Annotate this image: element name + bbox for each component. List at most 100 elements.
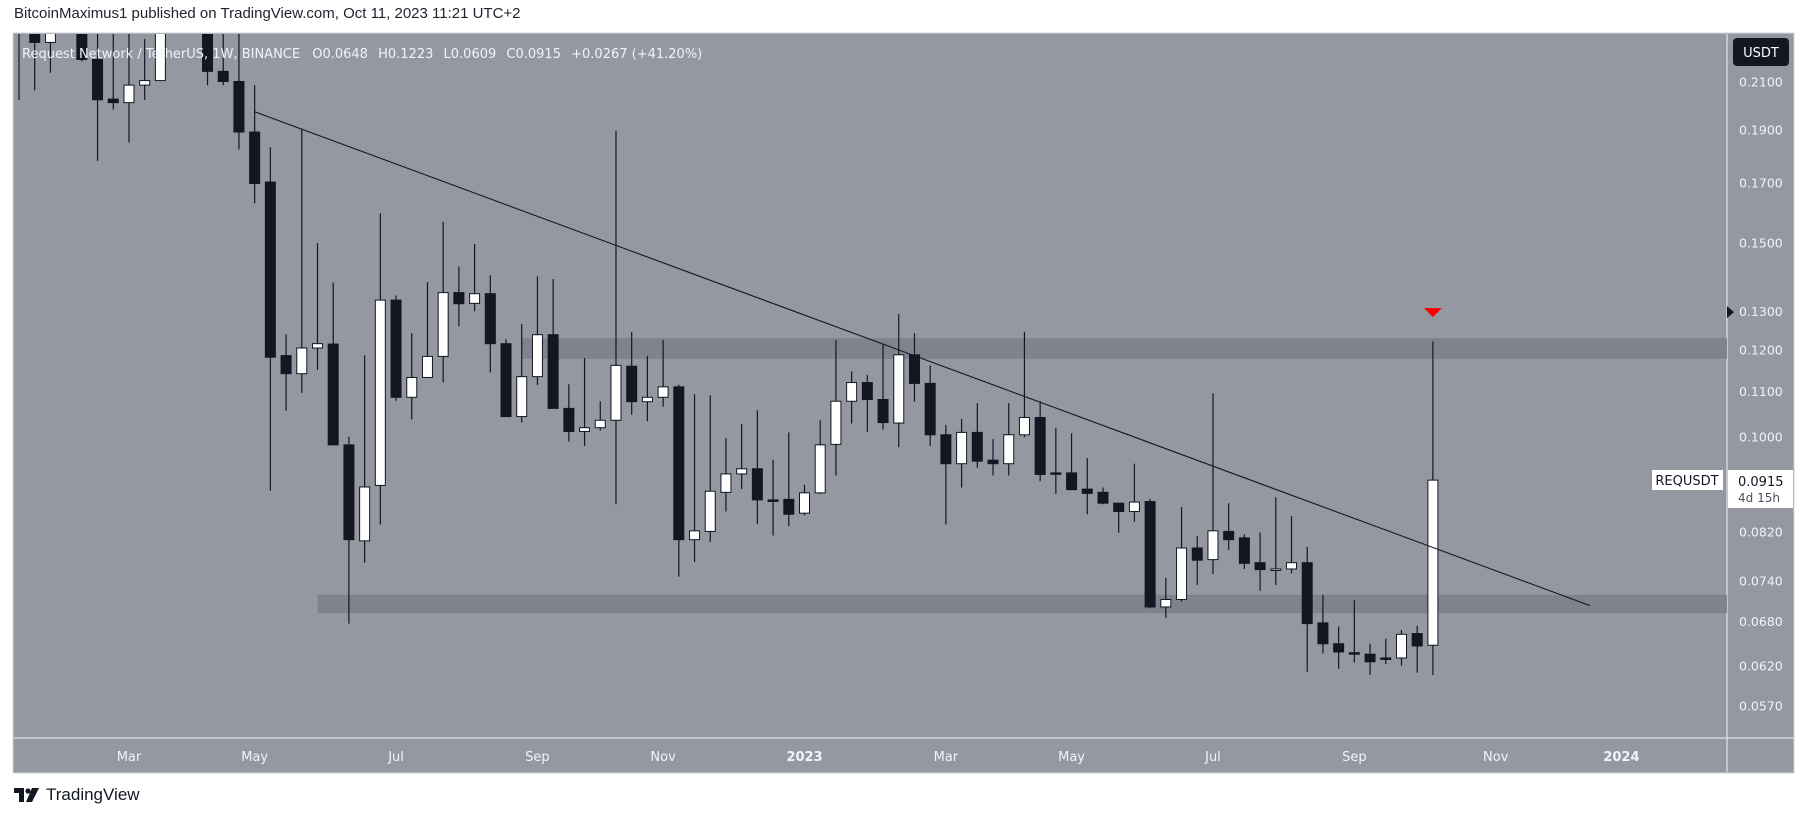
candle — [1411, 625, 1423, 673]
price-tick-label: 0.0570 — [1739, 699, 1783, 714]
candle-body-bullish — [1128, 501, 1140, 512]
candle-body-bullish — [516, 376, 528, 418]
candle — [563, 384, 575, 442]
candle-body-bearish — [1050, 472, 1062, 475]
candle — [1113, 502, 1125, 533]
candle-body-bearish — [987, 459, 999, 465]
candle-body-bearish — [1333, 643, 1345, 653]
candle — [861, 374, 873, 432]
time-tick-label: 2023 — [786, 750, 822, 765]
candle — [233, 34, 245, 150]
footer-brand-label: TradingView — [46, 785, 140, 804]
candle-body-bullish — [1176, 547, 1188, 601]
candle — [18, 34, 20, 101]
plot-area[interactable] — [14, 0, 1727, 675]
candle-body-bearish — [390, 299, 402, 398]
price-axis[interactable]: 0.2100 0.1900 0.1700 0.1500 0.1300 0.1200 0.11… — [1739, 75, 1783, 714]
candle-body-bearish — [1191, 547, 1203, 561]
price-tick-label: 0.1500 — [1739, 236, 1783, 251]
legend-open-label: O — [312, 47, 322, 62]
candle-body-bullish — [736, 468, 748, 475]
candle-body-bullish — [720, 473, 732, 493]
candle — [500, 339, 512, 418]
candle — [1380, 638, 1392, 665]
candle — [547, 279, 559, 409]
candle-body-bearish — [1411, 633, 1423, 647]
candle — [830, 340, 842, 476]
legend-symbol: Request Network / TetherUS, 1W, BINANCE — [22, 47, 300, 62]
candle — [846, 371, 858, 424]
candle-body-bullish — [139, 80, 151, 86]
candles — [18, 34, 1439, 675]
candle-body-bearish — [767, 499, 779, 502]
legend-low-label: L — [444, 47, 452, 62]
candle — [1050, 428, 1062, 494]
candle — [92, 34, 104, 161]
price-tick-label: 0.1200 — [1739, 342, 1783, 357]
candle-body-bearish — [249, 131, 261, 184]
legend-change: +0.0267 (+41.20%) — [571, 47, 702, 62]
candle — [673, 384, 685, 577]
price-tick-label: 0.2100 — [1739, 75, 1783, 90]
candle — [877, 344, 889, 430]
candle-body-bearish — [861, 382, 873, 400]
tradingview-logo-icon — [14, 788, 39, 802]
candle — [956, 418, 968, 488]
candle — [689, 394, 701, 563]
candle-body-bearish — [1301, 562, 1313, 625]
candle-body-bullish — [1270, 568, 1282, 571]
candle-body-bullish — [1207, 530, 1219, 561]
candle — [751, 410, 763, 524]
candle-body-bearish — [92, 58, 104, 101]
candle-body-bullish — [406, 376, 418, 398]
candle — [704, 395, 716, 543]
price-tick-label: 0.1700 — [1739, 176, 1783, 191]
candle-body-bearish — [1364, 653, 1376, 663]
candle — [343, 436, 355, 624]
candle-body-bearish — [1034, 416, 1046, 475]
price-tick-label: 0.1300 — [1739, 304, 1783, 319]
candle — [1176, 507, 1188, 602]
candle — [971, 403, 983, 468]
candle-body-bullish — [1427, 479, 1439, 646]
time-axis[interactable]: Mar May Jul Sep Nov 2023 Mar May Jul Sep Nov 2024 — [117, 750, 1640, 765]
candle — [1301, 546, 1313, 672]
candle — [107, 34, 119, 110]
candle-body-bullish — [657, 386, 669, 398]
candle — [516, 324, 528, 423]
candle — [579, 358, 591, 446]
candle — [202, 34, 214, 86]
candle-body-bearish — [327, 343, 339, 446]
candle-body-bullish — [374, 299, 386, 486]
legend-high-label: H — [378, 47, 388, 62]
candle-body-bullish — [689, 530, 701, 541]
time-tick-label: May — [1058, 750, 1085, 765]
candle — [217, 34, 229, 86]
time-tick-label: Nov — [650, 750, 676, 765]
candle — [1128, 463, 1140, 522]
footer-brand[interactable]: TradingView — [14, 785, 140, 805]
candle-body-bullish — [469, 293, 481, 304]
candle — [1348, 600, 1360, 663]
legend-low: 0.0609 — [451, 47, 497, 62]
candle — [814, 420, 826, 494]
candle — [783, 432, 795, 527]
candle — [76, 34, 88, 62]
candle-body-bearish — [1144, 501, 1156, 608]
candle-body-bearish — [626, 365, 638, 403]
candle-body-bearish — [908, 354, 920, 384]
currency-button[interactable]: USDT — [1733, 38, 1789, 66]
candle — [657, 340, 669, 407]
candle — [1364, 643, 1376, 675]
time-tick-label: 2024 — [1603, 750, 1639, 765]
candle-body-bullish — [296, 347, 308, 375]
legend-close-label: C — [506, 47, 515, 62]
candle-body-bullish — [1286, 562, 1298, 570]
candle — [280, 334, 292, 411]
price-tick-label: 0.0620 — [1739, 658, 1783, 673]
price-tick-label: 0.0820 — [1739, 525, 1783, 540]
candle — [1333, 626, 1345, 669]
candle — [1081, 458, 1093, 515]
candle-body-bearish — [264, 181, 276, 358]
